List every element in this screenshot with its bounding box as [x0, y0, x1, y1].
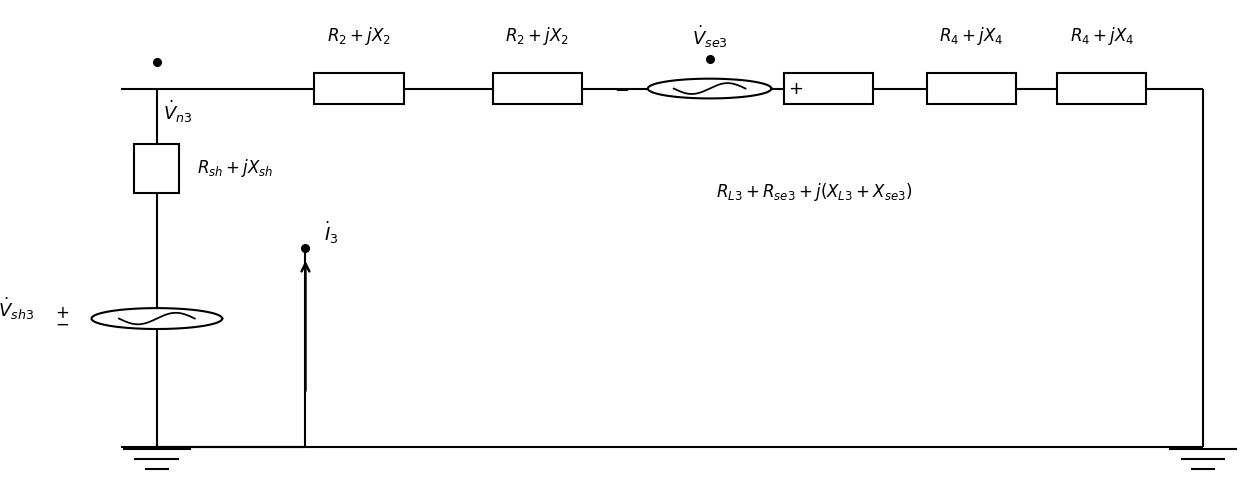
Text: $R_{L3}+R_{se3}+j(X_{L3}+X_{se3})$: $R_{L3}+R_{se3}+j(X_{L3}+X_{se3})$	[715, 181, 911, 203]
Bar	[1058, 73, 1147, 104]
Text: $R_4+jX_4$: $R_4+jX_4$	[939, 25, 1003, 47]
Text: $R_4+jX_4$: $R_4+jX_4$	[1070, 25, 1135, 47]
Text: $+$: $+$	[787, 79, 802, 97]
Text: $\dot{V}_{se3}$: $\dot{V}_{se3}$	[692, 23, 728, 50]
Text: $\dot{V}_{n3}$: $\dot{V}_{n3}$	[162, 98, 192, 125]
Text: $\dot{I}_3$: $\dot{I}_3$	[325, 220, 339, 246]
Bar	[784, 73, 873, 104]
Bar	[134, 144, 180, 193]
Bar	[315, 73, 403, 104]
Bar	[492, 73, 582, 104]
Text: $R_2+jX_2$: $R_2+jX_2$	[327, 25, 391, 47]
Bar	[926, 73, 1016, 104]
Text: $-$: $-$	[614, 79, 629, 97]
Text: $R_2+jX_2$: $R_2+jX_2$	[505, 25, 569, 47]
Text: $+$: $+$	[55, 304, 69, 322]
Text: $R_{sh}+jX_{sh}$: $R_{sh}+jX_{sh}$	[197, 157, 274, 179]
Text: $-$: $-$	[55, 315, 69, 333]
Text: $\dot{V}_{sh3}$: $\dot{V}_{sh3}$	[0, 296, 35, 322]
